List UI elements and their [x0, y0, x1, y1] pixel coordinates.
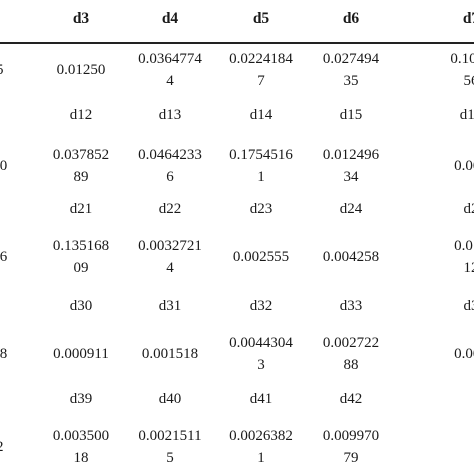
table-cell-r0-c4: 0.027494 35	[322, 51, 380, 89]
table-cell-r2-c2: 0.0464233 6	[138, 147, 202, 185]
table-cell-r4-c1: 0.135168 09	[52, 238, 110, 276]
table-cell-r5-c1: d30	[69, 298, 93, 314]
table-cell-r3-c0: 0	[0, 198, 32, 220]
table-cell-r1-c1: d12	[69, 107, 93, 123]
table-cell-r6-c4: 0.002722 88	[322, 335, 380, 373]
table-cell-r2-c3: 0.1754516 1	[229, 147, 293, 185]
table-cell-r4-c4: 0.004258	[322, 249, 380, 265]
table-cell-r2-c5: 0.009	[454, 158, 474, 174]
table-cell-r7-c2: d40	[158, 391, 182, 407]
table-cell-r0-c1: 0.01250	[56, 62, 106, 78]
table-cell-r1-c3: d14	[249, 107, 273, 123]
table-cell-r6-c5: 0.003	[454, 346, 474, 362]
table-cell-r8-c2: 0.0021511 5	[138, 428, 202, 466]
header-rule	[0, 42, 474, 44]
table-cell-r0-c5: 0.1039 56	[450, 51, 474, 89]
table-cell-r7-c1: d39	[69, 391, 93, 407]
table-cell-r5-c4: d33	[339, 298, 363, 314]
table-cell-r1-c0: 1	[0, 104, 32, 126]
header-cell-4: d6	[342, 10, 360, 27]
table-cell-r2-c4: 0.012496 34	[322, 147, 380, 185]
table-cell-r3-c4: d24	[339, 201, 363, 217]
table-cell-r8-c4: 0.009970 79	[322, 428, 380, 466]
table-cell-r3-c2: d22	[158, 201, 182, 217]
table-cell-r5-c0: 9	[0, 295, 32, 317]
table-cell-r5-c2: d31	[158, 298, 182, 314]
header-cell-2: d4	[161, 10, 179, 27]
table-cell-r2-c1: 0.037852 89	[52, 147, 110, 185]
header-cell-1: d3	[72, 10, 90, 27]
table-cell-r0-c3: 0.0224184 7	[229, 51, 293, 89]
table-cell-r7-c4: d42	[339, 391, 363, 407]
table-cell-r1-c5: d16	[459, 107, 474, 123]
table-cell-r4-c3: 0.002555	[232, 249, 290, 265]
table-cell-r5-c5: d3	[463, 298, 474, 314]
table-cell-r1-c2: d13	[158, 107, 182, 123]
table-cell-r4-c2: 0.0032721 4	[138, 238, 202, 276]
table-cell-r5-c3: d32	[249, 298, 273, 314]
table-cell-r6-c1: 0.000911	[53, 346, 109, 362]
table-cell-r6-c2: 0.001518	[141, 346, 199, 362]
table-cell-r6-c3: 0.0044304 3	[229, 335, 293, 373]
table-cell-r1-c4: d15	[339, 107, 363, 123]
table-cell-r8-c0: 12	[0, 436, 32, 458]
table-cell-r3-c5: d2	[463, 201, 474, 217]
table-cell-r2-c0: 910	[0, 158, 8, 174]
table-cell-r0-c2: 0.0364774 4	[138, 51, 202, 89]
table-cell-r3-c3: d23	[249, 201, 273, 217]
header-cell-3: d5	[252, 10, 270, 27]
table-cell-r3-c1: d21	[69, 201, 93, 217]
table-cell-r4-c5: 0.012 12	[454, 238, 474, 276]
table-cell-r7-c0: 8	[0, 388, 32, 410]
table-cell-r0-c0: 75	[0, 59, 32, 81]
header-cell-5: d7	[462, 10, 474, 27]
table-cell-r4-c0: 646	[0, 249, 8, 265]
table-cell-r7-c3: d41	[249, 391, 273, 407]
table-cell-r8-c1: 0.003500 18	[52, 428, 110, 466]
table-cell-r6-c0: 668	[0, 346, 8, 362]
table-cell-r8-c3: 0.0026382 1	[229, 428, 293, 466]
